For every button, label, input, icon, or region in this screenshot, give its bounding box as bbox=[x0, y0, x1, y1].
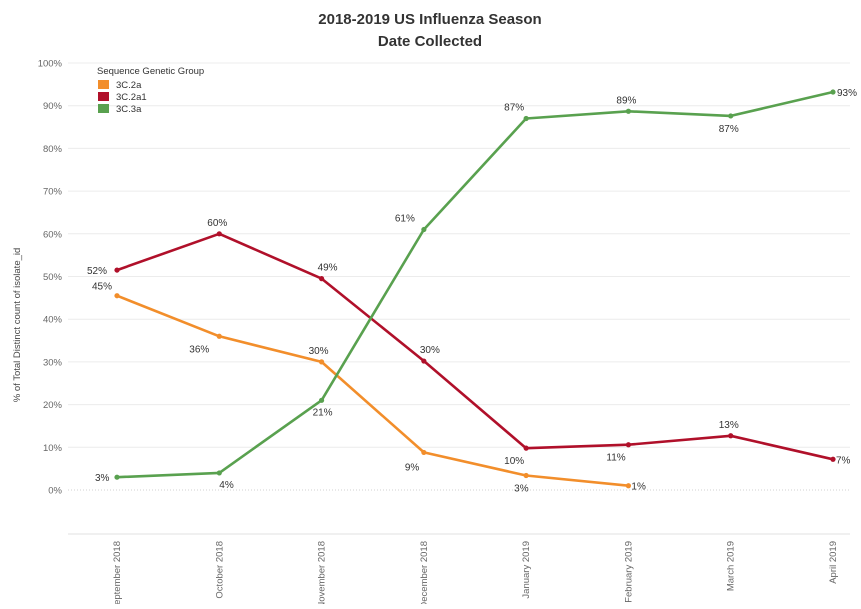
x-tick-label: April 2019 bbox=[828, 541, 839, 584]
legend-entry-label: 3C.2a bbox=[116, 80, 142, 91]
data-label: 21% bbox=[313, 407, 333, 418]
legend-entry-label: 3C.3a bbox=[116, 104, 142, 115]
data-label: 89% bbox=[616, 95, 636, 106]
grid-layer bbox=[68, 62, 850, 491]
data-point bbox=[523, 472, 529, 479]
data-point bbox=[216, 231, 222, 237]
y-tick-label: 80% bbox=[43, 144, 63, 155]
data-label: 1% bbox=[631, 482, 646, 493]
data-point bbox=[421, 226, 427, 233]
x-tick-label: November 2018 bbox=[317, 541, 328, 604]
data-point bbox=[728, 113, 734, 119]
legend-title: Sequence Genetic Group bbox=[97, 66, 204, 77]
chart-subtitle: Date Collected bbox=[378, 33, 482, 50]
x-tick-label: September 2018 bbox=[112, 541, 123, 604]
legend-entry-label: 3C.2a1 bbox=[116, 92, 147, 103]
x-tick-label: October 2018 bbox=[214, 541, 225, 599]
data-point bbox=[318, 276, 325, 282]
data-point bbox=[625, 108, 632, 114]
data-label: 93% bbox=[837, 88, 857, 99]
data-point bbox=[523, 115, 529, 122]
y-tick-label: 30% bbox=[43, 357, 63, 368]
y-tick-label: 0% bbox=[48, 486, 62, 497]
legend-swatch bbox=[98, 104, 109, 113]
series-line-3C.3a bbox=[116, 90, 834, 479]
data-label: 36% bbox=[189, 344, 209, 355]
data-label: 49% bbox=[318, 263, 338, 274]
legend-swatch bbox=[98, 92, 109, 101]
chart-title: 2018-2019 US Influenza Season bbox=[318, 11, 541, 28]
data-label: 11% bbox=[606, 453, 625, 464]
series-line-3C.2a bbox=[116, 294, 629, 487]
legend-swatch bbox=[98, 80, 109, 89]
data-point bbox=[830, 456, 836, 462]
data-point bbox=[728, 433, 734, 439]
data-point bbox=[114, 267, 120, 273]
data-point bbox=[114, 474, 120, 480]
y-tick-label: 10% bbox=[43, 443, 63, 454]
data-label: 45% bbox=[92, 282, 112, 293]
data-label: 10% bbox=[504, 456, 524, 467]
x-tick-label: February 2019 bbox=[623, 541, 634, 603]
data-label: 13% bbox=[719, 420, 739, 431]
data-point bbox=[625, 483, 632, 489]
data-label: 30% bbox=[309, 346, 329, 357]
data-label: 3% bbox=[514, 483, 529, 494]
data-label: 60% bbox=[207, 218, 227, 229]
data-point bbox=[830, 89, 836, 95]
data-label: 9% bbox=[405, 462, 420, 473]
data-point bbox=[216, 470, 222, 476]
data-point bbox=[216, 333, 222, 339]
y-tick-label: 20% bbox=[43, 400, 63, 411]
data-point bbox=[625, 442, 632, 448]
y-tick-label: 90% bbox=[43, 101, 63, 112]
data-label-layer: 45% 36% 30% 9% 3% 1% 52% 60% 49% 30% 10% 11% 13% 7% 3%… bbox=[87, 88, 857, 494]
y-tick-label: 60% bbox=[43, 229, 63, 240]
y-tick-label: 40% bbox=[43, 315, 63, 326]
y-tick-label: 50% bbox=[43, 272, 63, 283]
data-point bbox=[523, 445, 529, 451]
x-tick-label: January 2019 bbox=[521, 541, 532, 599]
x-tick-label: March 2019 bbox=[726, 541, 737, 591]
y-tick-label: 70% bbox=[43, 187, 63, 198]
data-point bbox=[318, 359, 325, 365]
y-axis-label: % of Total Distinct count of isolate_id bbox=[12, 248, 23, 403]
data-label: 87% bbox=[504, 103, 524, 114]
data-label: 3% bbox=[95, 473, 110, 484]
axis-layer: 0% 10% 20% 30% 40% 50% 60% 70% 80% 90% 100% Septemb… bbox=[38, 59, 850, 609]
data-label: 87% bbox=[719, 124, 739, 135]
data-point bbox=[421, 449, 427, 456]
data-point bbox=[421, 358, 427, 364]
y-tick-label: 100% bbox=[38, 59, 63, 70]
data-point bbox=[318, 397, 325, 403]
data-point bbox=[114, 293, 120, 299]
data-label: 61% bbox=[395, 214, 415, 225]
series-layer bbox=[114, 89, 836, 489]
data-label: 52% bbox=[87, 266, 107, 277]
data-label: 30% bbox=[420, 345, 440, 356]
series-line-3C.2a1 bbox=[116, 232, 834, 461]
data-label: 7% bbox=[836, 455, 851, 466]
x-tick-label: December 2018 bbox=[419, 541, 430, 604]
data-label: 4% bbox=[219, 480, 234, 491]
